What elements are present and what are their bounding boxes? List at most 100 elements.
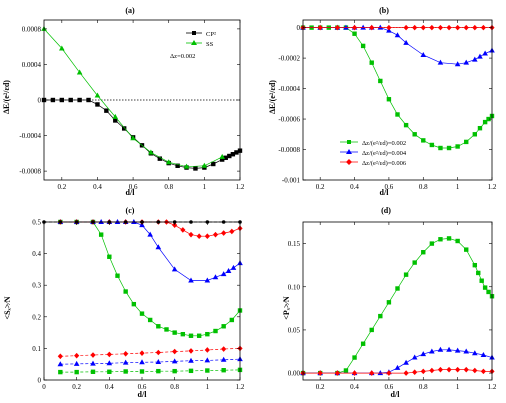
panel-c-series-6-point-7 <box>172 368 177 374</box>
panel-b-series-2-point-7 <box>412 24 418 31</box>
panel-d-series-2-point-5 <box>386 370 392 376</box>
panel-d-ytick-label-0: 0.00 <box>288 370 301 378</box>
panel-c-series-0-point-5 <box>115 273 120 278</box>
panel-c-series-1-point-17 <box>230 264 237 270</box>
panel-a-xtick-label-3: 0.8 <box>164 183 173 191</box>
panel-c-series-1-point-15 <box>220 271 227 277</box>
panel-c-series-0-point-13 <box>180 331 186 337</box>
panel-a-series-0-point-20 <box>219 157 225 162</box>
panel-c-series-2-point-13 <box>212 231 219 238</box>
panel-d-xtick-label-0: 0.2 <box>316 383 325 391</box>
panel-c-series-5-point-0 <box>57 361 64 367</box>
panel-d-series-0-point-11 <box>412 260 417 265</box>
panel-b-xtick-label-3: 0.8 <box>419 183 428 191</box>
panel-b-series-0 <box>300 25 495 151</box>
panel-d: (d) 0.2 0.4 0.6 0.8 1 1.2 0.00 0.05 0.10 0.15 d/l… <box>282 206 497 399</box>
panel-d-series-0-point-15 <box>446 236 452 241</box>
panel-c-series-1-line <box>60 221 241 281</box>
panel-a-series-0-point-4 <box>77 97 82 103</box>
panel-b-ytick-label-0: 0 <box>297 24 301 32</box>
panel-c-series-6-point-1 <box>74 369 79 375</box>
panel-a-series-1-point-1 <box>59 45 65 51</box>
panel-b-series-0-point-15 <box>429 142 435 148</box>
panel-c-series-0-point-8 <box>139 311 145 316</box>
panel-b-series-0-point-7 <box>360 43 366 49</box>
panel-b-series-2-point-4 <box>369 24 375 31</box>
panel-c-series-5-line <box>60 358 241 365</box>
panel-c-xlabel: d/l <box>138 390 148 399</box>
panel-a-xtick-label-1: 0.4 <box>93 183 102 191</box>
panel-b-series-0-point-17 <box>446 145 452 151</box>
panel-a: (a) 0.2 0.4 0.6 0.8 1 1.2 0.0008 0.0004 0 -0.0004… <box>2 6 245 197</box>
panel-c-series-5-point-9 <box>204 357 211 363</box>
panel-c-series-2-point-10 <box>188 231 194 238</box>
panel-d-series-2-point-11 <box>446 366 452 373</box>
panel-b-ytick-label-2: -0.0004 <box>278 85 300 93</box>
panel-a-series-0-point-21 <box>223 155 228 160</box>
panel-a-plot: 0.2 0.4 0.6 0.8 1 1.2 0.0008 0.0004 0 -0.0004 -0.0… <box>19 19 245 191</box>
panel-c-series-1 <box>57 219 243 283</box>
panel-d-ytick-label-3: 0.15 <box>288 240 301 248</box>
panel-a-series-0-point-13 <box>157 156 163 161</box>
panel-a-series-0-point-9 <box>121 126 127 131</box>
panel-b-ytick-label-1: -0.0002 <box>278 55 300 63</box>
panel-a-series-0 <box>41 97 243 171</box>
panel-c-series-0-point-14 <box>188 333 194 338</box>
panel-b-ytick-label-3: -0.0006 <box>278 116 300 124</box>
legend-cp2-marker <box>192 31 196 35</box>
panel-c-series-0-point-10 <box>156 324 161 329</box>
panel-b-series-1-point-11 <box>420 52 427 58</box>
panel-c-series-1-point-9 <box>147 231 153 237</box>
legend-006-label: Δz/(e²/εd)=0.006 <box>362 160 407 167</box>
panel-d-series-0-point-3 <box>343 368 349 373</box>
panel-c-series-5-point-6 <box>155 358 162 364</box>
panel-d-series-0-point-14 <box>438 237 443 242</box>
panel-d-series-1-point-9 <box>411 354 418 360</box>
panel-a-ylabel: ΔE/(e²/εd) <box>2 80 11 114</box>
panel-b-series-2-point-14 <box>472 24 478 31</box>
panel-c-series-0-point-7 <box>131 301 137 307</box>
panel-b-series-0-point-16 <box>438 145 443 151</box>
panel-d-series-0 <box>300 236 495 376</box>
panel-d-series-0-point-9 <box>395 286 400 291</box>
panel-d-series-2-point-10 <box>437 366 444 373</box>
panel-c-xtick-label-6: 1.2 <box>236 383 245 391</box>
panel-c-ytick-label-4: 0.4 <box>32 250 41 258</box>
panel-d-series-1-point-11 <box>429 348 435 354</box>
panel-b-series-2-point-13 <box>463 24 469 31</box>
panel-a-ytick-label-0: 0.0008 <box>22 25 42 33</box>
panel-d-series-2-point-8 <box>420 368 426 375</box>
panel-a-series-1-point-2 <box>76 69 83 75</box>
panel-c-series-6 <box>58 367 243 375</box>
panel-b-series-0-point-10 <box>386 97 392 102</box>
panel-d-xtick-label-3: 0.8 <box>419 383 428 391</box>
panel-d-series-1-point-15 <box>463 348 470 354</box>
panel-d-series-2-point-15 <box>480 368 487 375</box>
panel-b-title: (b) <box>379 6 389 15</box>
panel-b-series-2-point-10 <box>437 24 444 31</box>
legend-cp2-label: CP² <box>206 31 216 38</box>
panel-c-series-4-point-1 <box>74 352 80 359</box>
panel-b-frame <box>302 19 493 181</box>
panel-c-series-6-line <box>60 369 241 373</box>
panel-a-series-0-point-7 <box>104 108 109 113</box>
panel-b-series-2-point-8 <box>420 24 426 31</box>
panel-a-title: (a) <box>125 6 135 15</box>
panel-a-series-0-point-1 <box>50 97 56 103</box>
panel-d-xtick-label-1: 0.4 <box>350 383 359 391</box>
panel-c-series-4-point-0 <box>57 353 63 360</box>
panel-b-series-1-point-15 <box>472 56 478 62</box>
panel-d-series-1-point-5 <box>377 370 384 376</box>
panel-c-series-4-point-2 <box>90 352 96 358</box>
panel-c-xtick-label-0: 0 <box>42 383 46 391</box>
panel-b-series-1-point-9 <box>394 32 401 38</box>
panel-c-series-5-point-5 <box>139 359 145 365</box>
panel-d-series-2-line <box>303 369 492 374</box>
panel-b-series-1-point-10 <box>403 39 409 45</box>
panel-b-series-1-point-5 <box>360 24 366 30</box>
panel-d-series-0-point-10 <box>403 272 409 277</box>
panel-b-xtick-label-0: 0.2 <box>316 183 325 191</box>
legend-006-marker <box>346 159 352 165</box>
panel-a-series-1-point-5 <box>130 135 136 141</box>
panel-c-series-0-point-18 <box>221 324 226 329</box>
